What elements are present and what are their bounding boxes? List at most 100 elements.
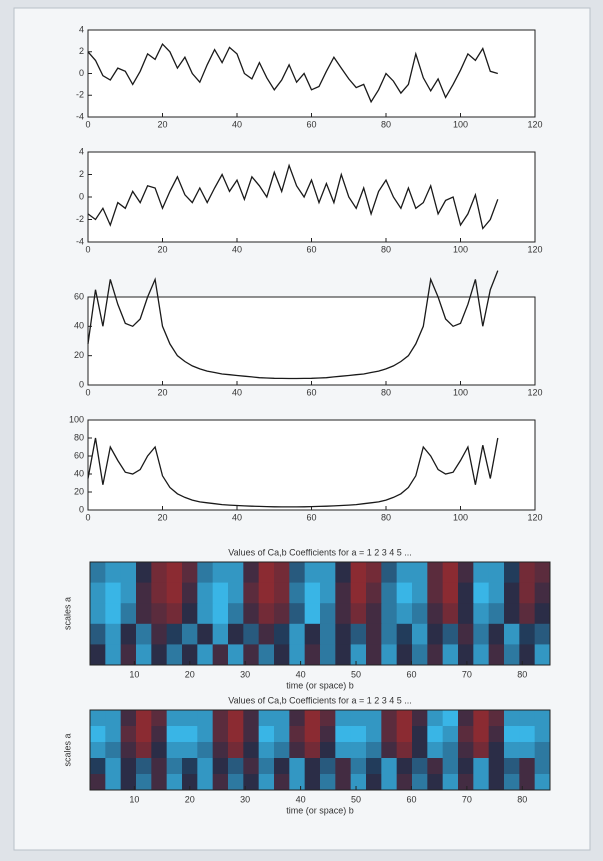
heatmap-cell [90, 623, 106, 645]
heatmap-cell [519, 774, 536, 791]
heatmap-cell [381, 710, 398, 727]
heatmap-cell [197, 623, 214, 645]
heatmap-cell [412, 710, 428, 727]
heatmap-cell [90, 758, 106, 775]
signal-line [87, 437, 499, 508]
heatmap-cell [105, 603, 122, 625]
heatmap-cell [136, 623, 152, 645]
heatmap-cell [304, 742, 321, 759]
heatmap-cell [120, 774, 137, 791]
heatmap-cell [488, 562, 505, 584]
heatmap-cell [120, 710, 137, 727]
x-tick-label: 40 [232, 387, 242, 397]
x-tick-label: 50 [351, 794, 361, 804]
heatmap-cell [182, 774, 198, 791]
heatmap-cell [519, 603, 536, 625]
heatmap-cell [488, 603, 505, 625]
heatmap-cell [320, 582, 336, 604]
heatmap-cell [243, 644, 260, 666]
heatmap-cell [228, 623, 244, 645]
y-tick-label: -2 [76, 90, 84, 100]
heatmap-cell [182, 710, 198, 727]
signal-line [87, 270, 499, 380]
heatmap-cell [212, 582, 229, 604]
heatmap-cell [458, 562, 474, 584]
heatmap-cell [442, 562, 459, 584]
heatmap-cell [335, 726, 352, 743]
heatmap-cell [289, 623, 306, 645]
heatmap-cell [228, 774, 244, 791]
heatmap-cell [442, 726, 459, 743]
heatmap-cell [243, 758, 260, 775]
heatmap-cell [197, 582, 214, 604]
heatmap-cell [473, 742, 490, 759]
heatmap-cell [166, 742, 183, 759]
heatmap-cell [212, 623, 229, 645]
heatmap-cell [320, 623, 336, 645]
heatmap-cell [396, 774, 413, 791]
heatmap-cell [166, 710, 183, 727]
heatmap-cell [258, 623, 275, 645]
heatmap-cell [504, 758, 520, 775]
heatmap-cell [243, 710, 260, 727]
heatmap-cell [473, 603, 490, 625]
heatmap-cell [458, 623, 474, 645]
y-tick-label: 4 [79, 24, 84, 34]
heatmap-cell [458, 644, 474, 666]
y-tick-label: 0 [79, 504, 84, 514]
heatmap-cell [151, 644, 168, 666]
x-tick-label: 20 [157, 512, 167, 522]
heatmap-cell [519, 562, 536, 584]
heatmap-cell [396, 758, 413, 775]
heatmap-cell [289, 562, 306, 584]
heatmap-cell [258, 710, 275, 727]
heatmap-cell [442, 758, 459, 775]
heatmap-cell [197, 758, 214, 775]
heatmap-cell [197, 742, 214, 759]
heatmap-cell [166, 758, 183, 775]
heatmap-cell [105, 774, 122, 791]
heatmap-cell [412, 562, 428, 584]
heatmap-cell [458, 726, 474, 743]
heatmap-cell [197, 710, 214, 727]
heatmap-cell [427, 582, 444, 604]
heatmap-cell [182, 603, 198, 625]
heatmap-cell [212, 758, 229, 775]
heatmap-cell [243, 742, 260, 759]
heatmap-cell [381, 726, 398, 743]
heatmap-cell [412, 623, 428, 645]
heatmap-cell [488, 774, 505, 791]
heatmap-cell [212, 644, 229, 666]
heatmap-cell [258, 644, 275, 666]
heatmap-cell [534, 582, 551, 604]
heatmap-cell [427, 562, 444, 584]
heatmap-cell [182, 758, 198, 775]
signal-line [87, 42, 498, 104]
x-tick-label: 0 [85, 244, 90, 254]
plot-area [87, 151, 536, 243]
heatmap-cell [136, 603, 152, 625]
heatmap-cell [504, 742, 520, 759]
heatmap-cell [304, 774, 321, 791]
x-tick-label: 120 [527, 387, 542, 397]
heatmap-cell [458, 582, 474, 604]
heatmap-cell [504, 710, 520, 727]
y-tick-label: 2 [79, 46, 84, 56]
heatmap-cell [396, 726, 413, 743]
heatmap-cell [519, 710, 536, 727]
heatmap-cell [458, 710, 474, 727]
heatmap-cell [212, 774, 229, 791]
plot-frame [89, 709, 551, 791]
x-tick-label: 80 [381, 387, 391, 397]
x-axis-label: time (or space) b [286, 805, 354, 815]
heatmap-cell [197, 726, 214, 743]
x-tick-label: 40 [296, 794, 306, 804]
heatmap-cell [166, 774, 183, 791]
x-tick-label: 40 [232, 244, 242, 254]
x-tick-label: 0 [85, 119, 90, 129]
heatmap-cell [412, 582, 428, 604]
heatmap-cell [350, 710, 367, 727]
x-tick-label: 20 [185, 669, 195, 679]
heatmap-cell [381, 644, 398, 666]
heatmap-cell [274, 623, 290, 645]
